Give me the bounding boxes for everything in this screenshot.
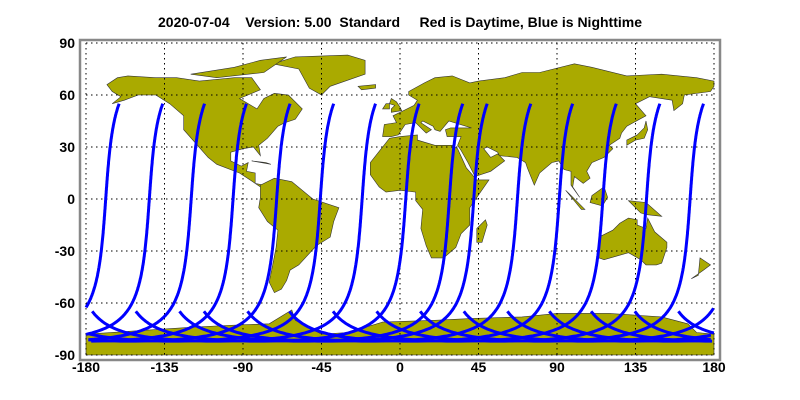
land-north-america — [106, 75, 303, 188]
ground-tracks — [84, 103, 715, 343]
land-new-zealand — [691, 257, 712, 279]
y-tick-label: 30 — [59, 139, 75, 155]
land-cuba — [251, 160, 271, 165]
chart-title: 2020-07-04 Version: 5.00 Standard Red is… — [0, 14, 800, 30]
ground-track-4 — [633, 310, 711, 341]
land-south-america — [258, 177, 340, 294]
y-tick-label: -90 — [55, 347, 75, 363]
ground-track-14 — [419, 103, 705, 343]
ground-track-13 — [375, 103, 662, 343]
y-tick-label: -60 — [55, 295, 75, 311]
ground-track-2 — [548, 310, 711, 343]
plot-frame — [78, 38, 722, 362]
title-date: 2020-07-04 — [158, 14, 230, 30]
x-tick-label: -135 — [150, 359, 178, 375]
ground-track-3 — [91, 103, 248, 343]
land-japan — [626, 120, 649, 146]
x-tick-label: 0 — [396, 359, 404, 375]
y-tick-label: 60 — [59, 87, 75, 103]
landmasses — [85, 54, 715, 356]
x-tick-label: -90 — [233, 359, 253, 375]
y-tick-label: 90 — [59, 35, 75, 51]
x-tick-label: 45 — [471, 359, 487, 375]
x-tick-label: 90 — [549, 359, 565, 375]
land-ireland — [382, 103, 390, 110]
x-tick-label: -45 — [311, 359, 331, 375]
title-legend: Red is Daytime, Blue is Nighttime — [419, 14, 643, 30]
land-iceland — [357, 84, 376, 91]
land-sumatra — [565, 190, 586, 210]
land-eurasia — [382, 63, 715, 198]
ground-track-2 — [88, 103, 207, 342]
land-greenland — [272, 54, 366, 96]
land-arctic-islands — [190, 56, 287, 79]
ground-track-5 — [677, 310, 715, 335]
title-mode: Standard — [339, 14, 401, 30]
ground-track-5 — [88, 103, 336, 343]
x-tick-label: 135 — [624, 359, 648, 375]
x-tick-label: 180 — [702, 359, 726, 375]
title-version: Version: 5.00 — [245, 14, 332, 30]
land-australia — [598, 217, 668, 266]
ground-track-1 — [85, 103, 165, 336]
land-britain — [389, 98, 403, 113]
ground-track-0 — [84, 103, 121, 309]
x-tick-label: -180 — [72, 359, 100, 375]
y-tick-label: 0 — [67, 191, 75, 207]
y-axis-ticks: 90 60 30 0 -30 -60 -90 — [55, 35, 75, 363]
y-tick-label: -30 — [55, 243, 75, 259]
ground-track-3 — [589, 310, 713, 343]
x-axis-ticks: -180 -135 -90 -45 0 45 90 135 180 — [72, 359, 726, 375]
land-africa — [369, 134, 490, 259]
land-madagascar — [476, 219, 488, 243]
